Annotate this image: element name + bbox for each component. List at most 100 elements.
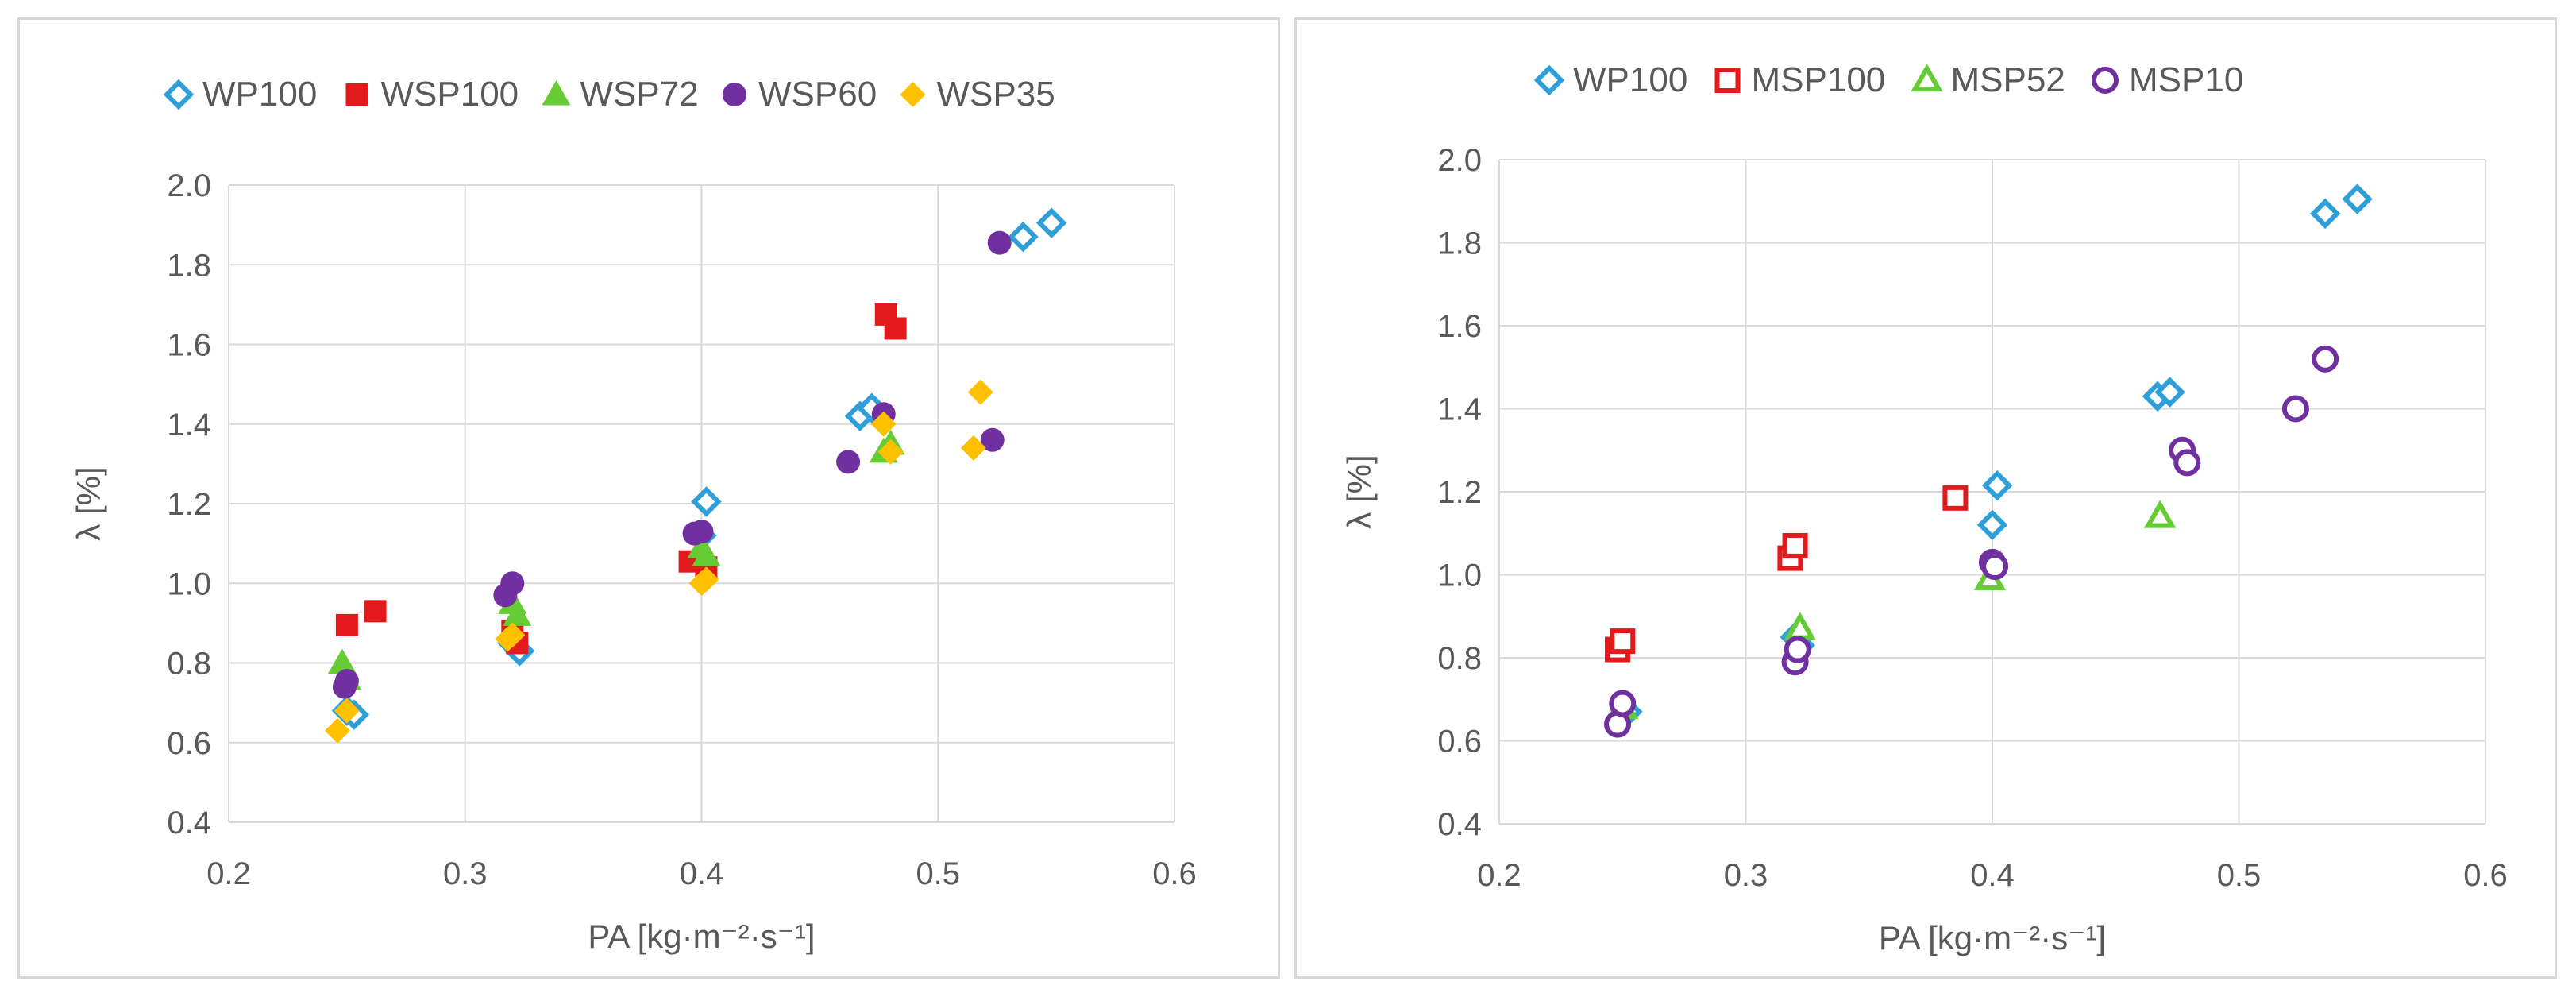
point-wsp35 — [499, 622, 526, 648]
point-wsp60 — [500, 571, 525, 596]
y-tick-label: 1.0 — [1437, 558, 1482, 593]
point-wp100 — [2154, 377, 2185, 408]
point-wsp60 — [836, 450, 861, 474]
point-wsp35 — [960, 435, 986, 461]
y-tick-label: 0.8 — [167, 647, 211, 682]
y-tick-label: 0.6 — [1437, 725, 1482, 759]
gridlines — [228, 184, 1175, 823]
point-wsp72 — [327, 648, 357, 674]
point-wp100 — [1008, 221, 1039, 253]
y-tick-label: 2.0 — [1437, 143, 1482, 178]
legend-label-wsp72: WSP72 — [580, 75, 699, 114]
series-wsp100 — [335, 303, 907, 655]
legend-label-msp52: MSP52 — [1951, 60, 2065, 99]
point-wp100 — [1981, 470, 2013, 501]
y-tick-label: 2.0 — [167, 168, 211, 203]
legend-marker-msp100 — [1714, 68, 1741, 93]
x-tick-label: 0.2 — [1477, 858, 1521, 893]
point-wsp35 — [324, 717, 350, 744]
legend: WP100 WSP100 WSP72 WSP60 WSP35 — [163, 75, 1055, 114]
y-axis-title: λ [%] — [70, 466, 107, 540]
point-wsp100 — [335, 613, 358, 636]
point-msp100 — [1782, 532, 1808, 558]
series-wsp35 — [324, 379, 993, 744]
legend-marker-wsp100 — [345, 83, 368, 106]
legend-item-wp100: WP100 — [163, 75, 317, 114]
legend-label-wsp60: WSP60 — [758, 75, 877, 114]
x-tick-label: 0.5 — [916, 856, 960, 891]
point-wsp60 — [334, 669, 359, 694]
y-tick-label: 0.4 — [1437, 807, 1482, 842]
point-msp52 — [1784, 612, 1816, 640]
legend-item-wsp72: WSP72 — [542, 75, 699, 114]
point-wsp72 — [692, 541, 721, 566]
point-wp100 — [1976, 509, 2008, 541]
y-tick-label: 1.8 — [167, 248, 211, 283]
point-msp10 — [1609, 690, 1637, 717]
point-msp100 — [1610, 628, 1636, 655]
y-tick-label: 1.4 — [167, 408, 211, 442]
y-tick-label: 1.6 — [1437, 309, 1482, 344]
legend-label-wp100: WP100 — [1573, 60, 1687, 99]
point-wsp60 — [689, 520, 714, 544]
legend-item-msp52: MSP52 — [1911, 60, 2065, 99]
legend-item-msp100: MSP100 — [1714, 60, 1885, 99]
point-wsp35 — [870, 411, 897, 437]
legend-label-wp100: WP100 — [202, 75, 317, 114]
point-wsp35 — [967, 379, 993, 405]
y-tick-label: 1.6 — [167, 328, 211, 363]
legend-marker-wsp60 — [723, 83, 746, 106]
x-tick-label: 0.4 — [680, 856, 724, 891]
y-axis-title: λ [%] — [1340, 454, 1378, 528]
y-tick-label: 0.4 — [167, 806, 211, 840]
point-msp10 — [1784, 636, 1811, 663]
point-wsp35 — [693, 566, 719, 593]
y-axis-ticks: 0.4 0.6 0.8 1.0 1.2 1.4 1.6 1.8 2.0 — [167, 168, 211, 840]
legend: WP100 MSP100 MSP52 MSP10 — [1533, 60, 2243, 99]
series-wsp72 — [327, 429, 905, 690]
scatter-chart-right: 0.2 0.3 0.4 0.5 0.6 0.4 0.6 0.8 1.0 1.2 1.4 1.6 1.8 2… — [1340, 60, 2508, 956]
y-tick-label: 1.2 — [167, 487, 211, 522]
point-msp52 — [2143, 500, 2177, 528]
x-tick-label: 0.6 — [1152, 856, 1197, 891]
legend-marker-wp100 — [1533, 64, 1565, 96]
x-tick-label: 0.3 — [1724, 858, 1768, 893]
y-tick-label: 1.4 — [1437, 392, 1482, 427]
legend-item-wsp35: WSP35 — [900, 75, 1055, 114]
chart-panel-left: 0.2 0.3 0.4 0.5 0.6 0.4 0.6 0.8 1.0 1.2 1.4 1.6 1.8 2… — [17, 17, 1280, 979]
x-axis-ticks: 0.2 0.3 0.4 0.5 0.6 — [1477, 858, 2508, 893]
y-tick-label: 1.8 — [1437, 226, 1482, 261]
legend-label-wsp35: WSP35 — [937, 75, 1055, 114]
point-wsp100 — [884, 317, 907, 340]
series-msp52 — [1606, 500, 2177, 719]
point-msp10 — [2312, 345, 2339, 373]
point-wp100 — [691, 486, 722, 517]
point-wsp100 — [364, 600, 387, 623]
legend-label-msp10: MSP10 — [2129, 60, 2243, 99]
series-msp10 — [1604, 345, 2339, 738]
series-msp100 — [1605, 485, 1969, 663]
point-msp100 — [1942, 485, 1969, 511]
x-tick-label: 0.3 — [443, 856, 488, 891]
legend-marker-wsp35 — [900, 82, 926, 107]
point-wp100 — [2342, 184, 2373, 214]
legend-item-wsp100: WSP100 — [345, 75, 519, 114]
data-points — [1604, 184, 2373, 738]
series-wsp60 — [332, 230, 1012, 699]
scatter-chart-left: 0.2 0.3 0.4 0.5 0.6 0.4 0.6 0.8 1.0 1.2 1.4 1.6 1.8 2… — [70, 75, 1197, 955]
legend-marker-wp100 — [163, 79, 195, 110]
y-tick-label: 0.8 — [1437, 641, 1482, 676]
legend-label-wsp100: WSP100 — [381, 75, 519, 114]
point-wsp35 — [877, 439, 904, 465]
x-tick-label: 0.2 — [206, 856, 251, 891]
x-axis-title: PA [kg·m⁻²·s⁻¹] — [588, 918, 815, 955]
series-wp100 — [1607, 184, 2373, 732]
point-msp10 — [1981, 553, 2009, 581]
point-wsp35 — [334, 698, 360, 724]
series-wp100 — [331, 207, 1067, 730]
legend-item-wp100: WP100 — [1533, 60, 1687, 99]
x-axis-title: PA [kg·m⁻²·s⁻¹] — [1879, 919, 2106, 956]
point-wsp60 — [987, 230, 1012, 255]
y-tick-label: 0.6 — [167, 726, 211, 761]
point-wp100 — [2309, 198, 2341, 230]
